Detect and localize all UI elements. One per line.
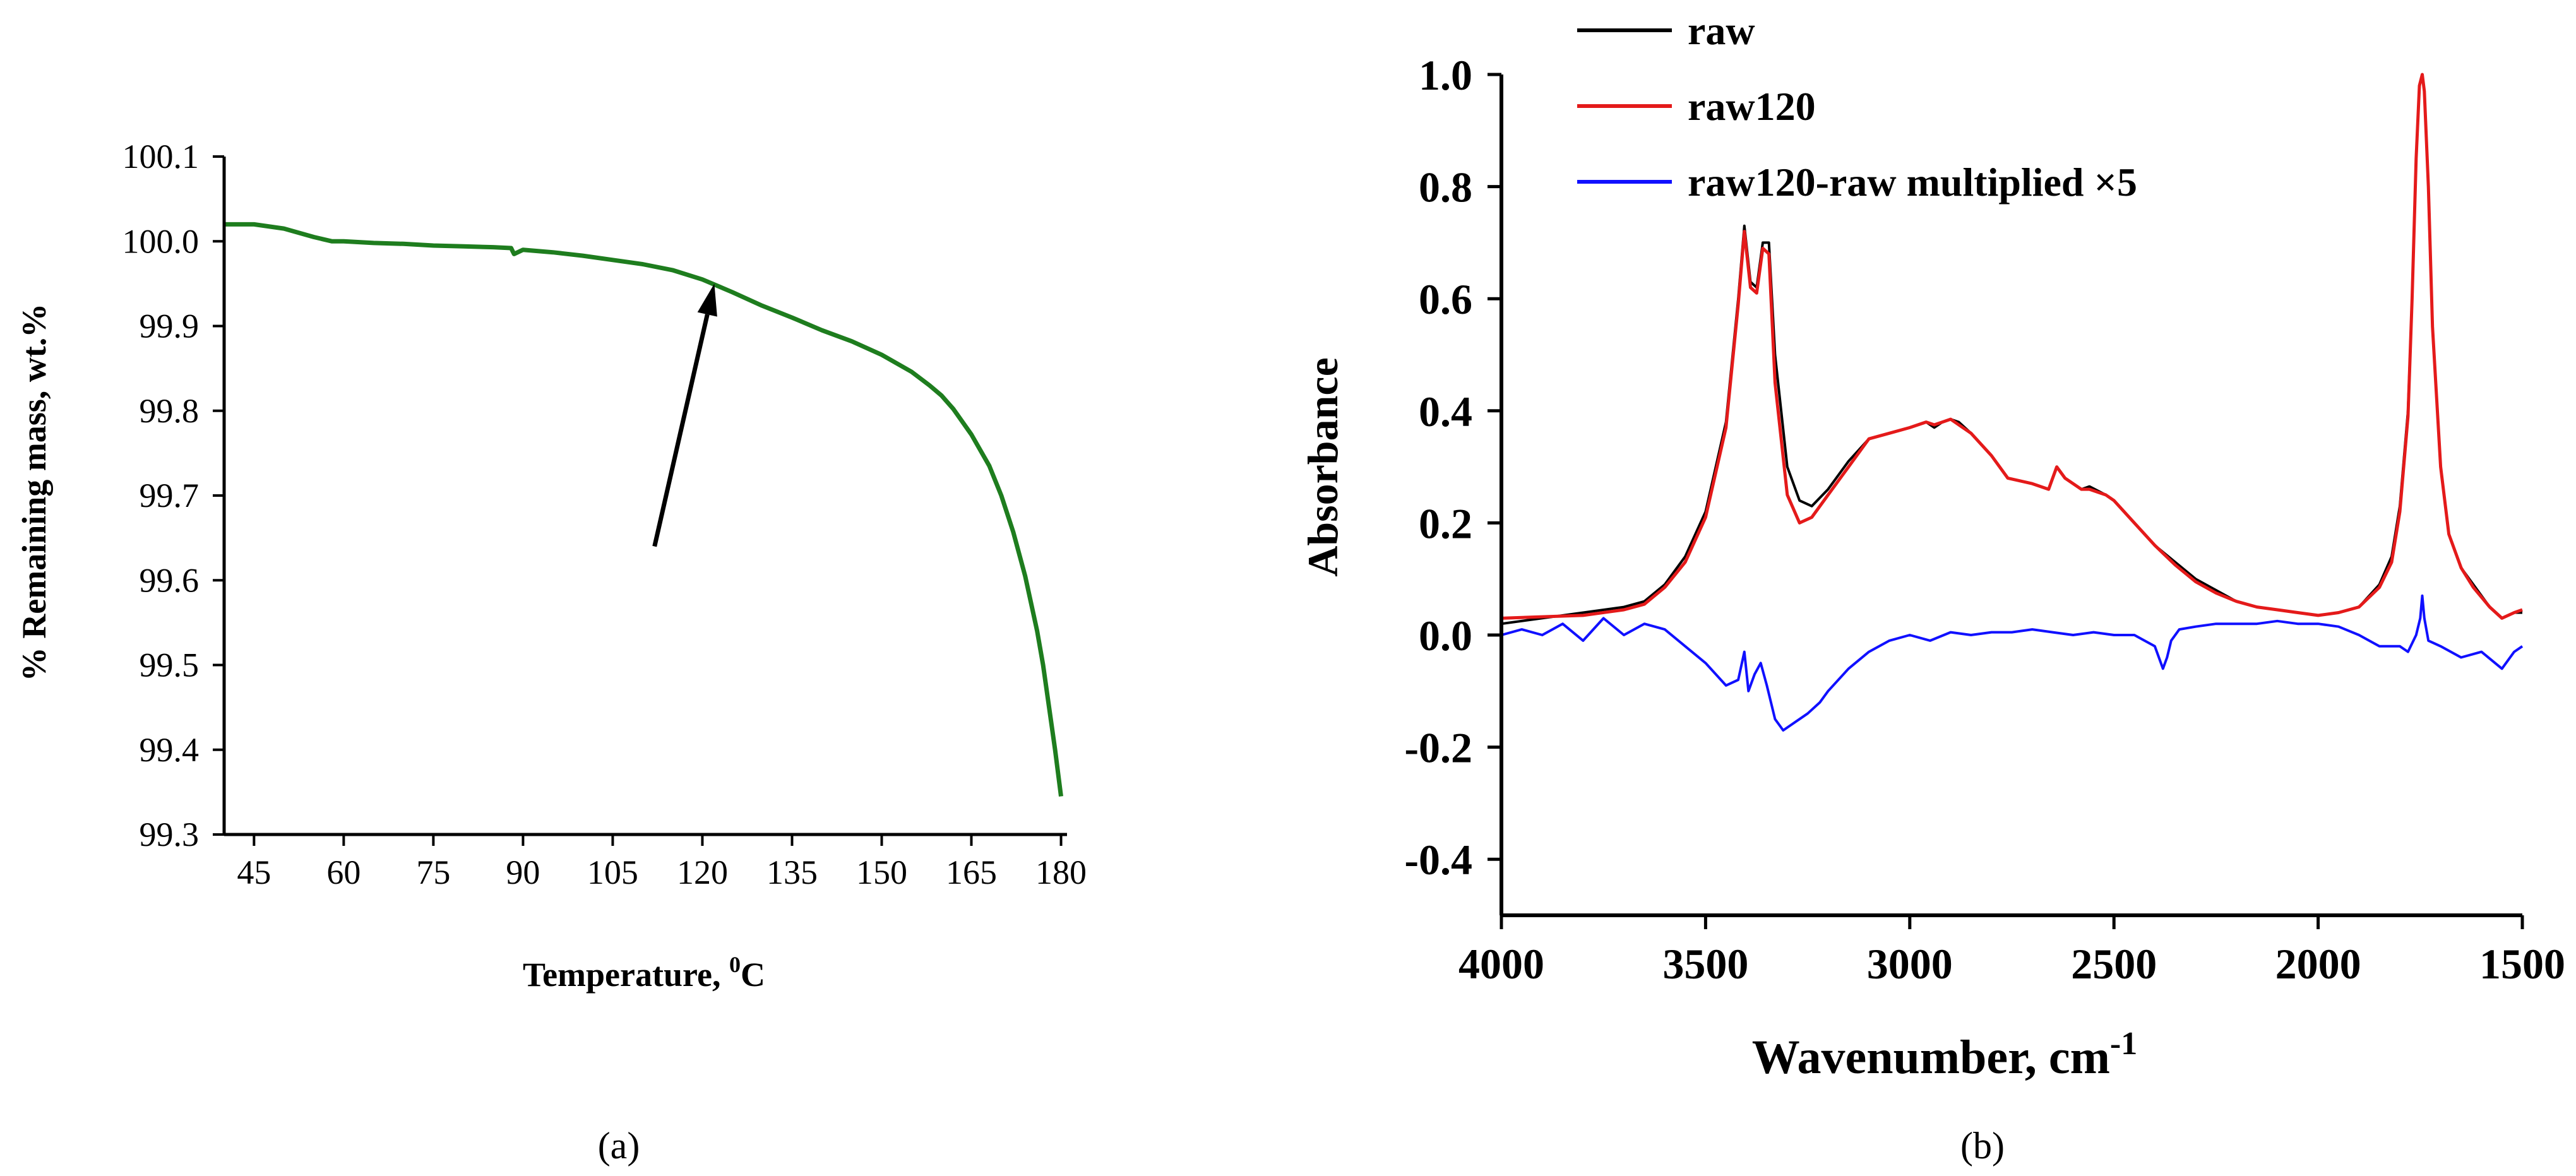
b-series-group (1501, 73, 2524, 732)
a-y-tick-label: 100.1 (122, 138, 200, 175)
b-x-tick-label: 1500 (2479, 940, 2565, 988)
b-y-tick-label: 1.0 (1419, 51, 1472, 99)
panel-label-a: (a) (598, 1125, 640, 1167)
a-y-tick-label: 99.7 (140, 477, 200, 514)
b-legend-label: raw120-raw multiplied ×5 (1688, 160, 2137, 205)
a-x-tick-label: 75 (416, 853, 450, 891)
a-x-tick-label: 120 (677, 853, 728, 891)
b-x-axis-label-sup: -1 (2110, 1026, 2137, 1062)
a-x-tick-label: 60 (326, 853, 361, 891)
a-x-axis-label-sup: 0 (729, 952, 741, 977)
b-y-tick-label: 0.8 (1419, 163, 1472, 211)
a-x-tick-label: 105 (587, 853, 638, 891)
a-y-tick-label: 99.8 (140, 392, 200, 430)
a-arrow-shaft (652, 314, 710, 547)
a-y-tick-label: 99.4 (140, 731, 200, 769)
panel-a-chart: 45 60 75 90 105 120 135 150 165 180 99.3 99.4 99.5 99… (15, 138, 1087, 1167)
b-x-axis-label: Wavenumber, cm-1 (1752, 1026, 2138, 1084)
a-x-axis-label-suffix: C (741, 956, 765, 994)
b-y-tick-label: 0.2 (1419, 499, 1472, 547)
b-y-tick-label: 0.0 (1419, 612, 1472, 660)
a-series-group (224, 222, 1063, 797)
a-x-tick-label: 180 (1035, 853, 1087, 891)
b-x-axis-label-main: Wavenumber, cm (1752, 1031, 2110, 1084)
a-x-tick-label: 165 (946, 853, 997, 891)
panel-b-chart: 4000 3500 3000 2500 2000 1500 -0.4 -0.2 0.0 0.2 0.… (1299, 8, 2565, 1167)
a-x-tick-label: 45 (237, 853, 271, 891)
panel-label-b: (b) (1960, 1125, 2005, 1167)
a-y-tick-label: 99.5 (140, 646, 200, 684)
a-y-tick-label: 99.9 (140, 307, 200, 345)
a-series-line (224, 222, 1063, 797)
b-x-tick-label: 2500 (2071, 940, 2157, 988)
b-legend-label: raw120 (1688, 84, 1816, 129)
b-y-tick-label: -0.4 (1404, 836, 1472, 884)
a-x-tick-label: 90 (506, 853, 540, 891)
a-axes-group: 45 60 75 90 105 120 135 150 165 180 99.3 99.4 99.5 99… (122, 138, 1087, 891)
b-series-line (1501, 73, 2523, 620)
b-x-tick-label: 3000 (1867, 940, 1953, 988)
b-y-tick-label: 0.6 (1419, 275, 1472, 323)
a-arrow-head (697, 283, 717, 317)
b-y-tick-label: -0.2 (1404, 724, 1472, 772)
b-x-tick-label: 2000 (2275, 940, 2361, 988)
b-x-tick-label: 4000 (1458, 940, 1544, 988)
b-axes-group: 4000 3500 3000 2500 2000 1500 -0.4 -0.2 0.0 0.2 0.… (1404, 51, 2565, 988)
b-y-tick-label: 0.4 (1419, 388, 1472, 436)
b-series-line (1501, 594, 2524, 732)
b-series-line (1501, 73, 2522, 626)
b-legend-label: raw (1688, 8, 1755, 53)
a-y-tick-label: 99.6 (140, 561, 200, 599)
a-x-tick-label: 135 (766, 853, 818, 891)
a-annotation-group (652, 283, 717, 547)
a-y-tick-label: 99.3 (140, 816, 200, 853)
a-x-axis-label: Temperature, 0C (523, 952, 765, 994)
b-x-tick-label: 3500 (1662, 940, 1748, 988)
a-y-tick-label: 100.0 (122, 222, 200, 260)
b-legend: raw raw120 raw120-raw multiplied ×5 (1577, 8, 2137, 205)
a-x-axis-label-main: Temperature, (523, 956, 729, 994)
a-x-tick-label: 150 (856, 853, 907, 891)
b-y-axis-label: Absorbance (1299, 357, 1347, 577)
a-y-axis-label: % Remaining mass, wt.% (15, 304, 53, 682)
